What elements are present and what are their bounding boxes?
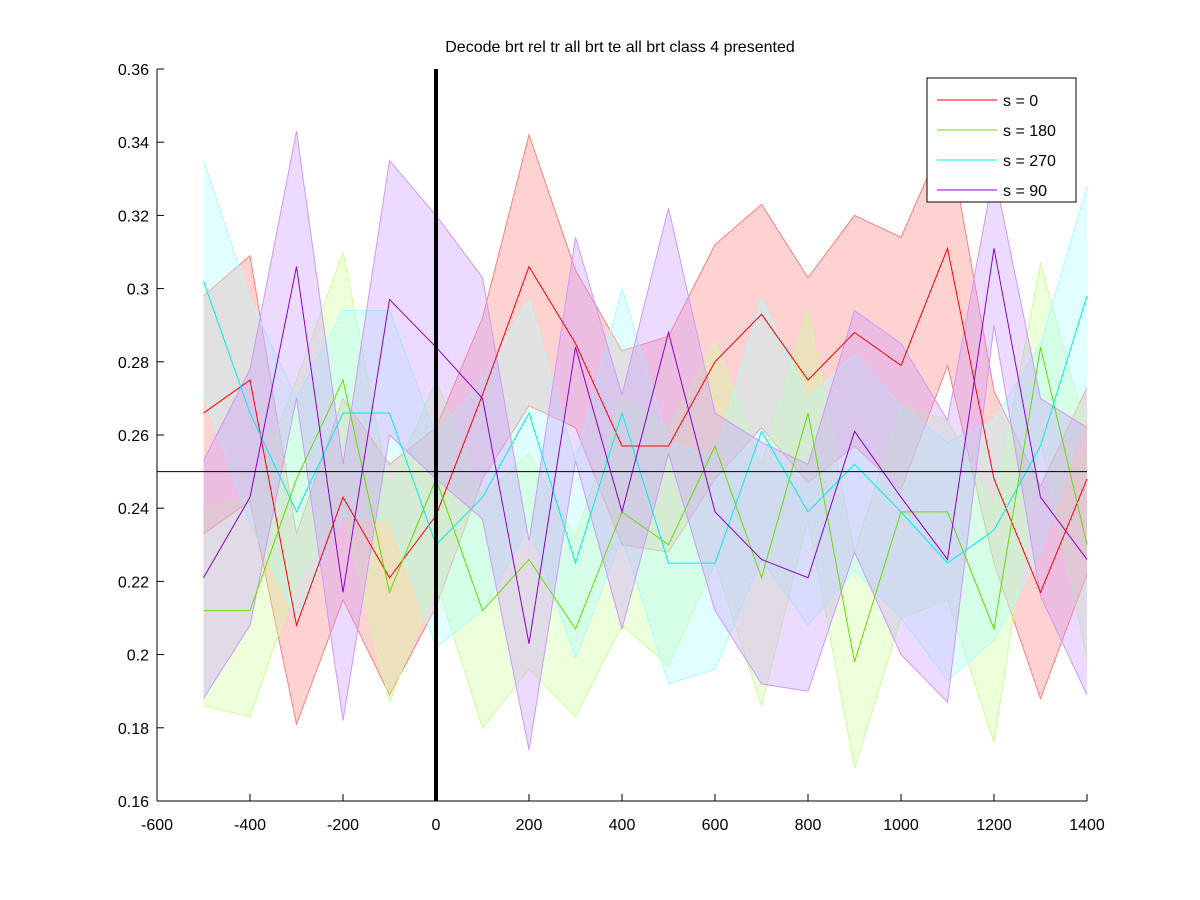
- x-tick-label: 1000: [883, 817, 919, 834]
- x-tick-label: 600: [702, 817, 729, 834]
- y-tick-label: 0.18: [118, 721, 149, 738]
- band-upper-edge-1: [203, 250, 1088, 553]
- y-tick-label: 0.16: [118, 794, 149, 811]
- y-tick-label: 0.22: [118, 574, 149, 591]
- x-tick-label: 800: [795, 817, 822, 834]
- band-series-0: [203, 131, 1087, 725]
- y-tick-label: 0.3: [127, 282, 149, 299]
- y-tick-label: 0.34: [118, 135, 149, 152]
- legend-label-2: s = 270: [1003, 153, 1056, 170]
- x-tick-label: 1200: [976, 817, 1012, 834]
- x-tick-label: 200: [516, 817, 543, 834]
- legend-box: [926, 77, 1077, 203]
- y-tick-label: 0.32: [118, 208, 149, 225]
- legend: s = 0 s = 180 s = 270 s = 90: [926, 77, 1077, 203]
- chart-title: Decode brt rel tr all brt te all brt cla…: [445, 39, 795, 56]
- series-line-2: [203, 281, 1088, 565]
- y-tick-label: 0.24: [118, 501, 149, 518]
- x-tick-label: -400: [234, 817, 266, 834]
- y-tick-label: 0.28: [118, 355, 149, 372]
- legend-label-1: s = 180: [1003, 123, 1056, 140]
- legend-label-3: s = 90: [1003, 183, 1047, 200]
- band-lower-edge-0: [203, 363, 1088, 726]
- x-tick-label: 400: [609, 817, 636, 834]
- series-line-1: [203, 347, 1088, 663]
- axes: -600 -400 -200 0 200 400 600 800 1000 1200 1400 0.1…: [118, 62, 1105, 834]
- band-series-3: [203, 131, 1087, 750]
- band-series-1: [203, 252, 1087, 769]
- legend-label-0: s = 0: [1003, 93, 1038, 110]
- band-upper-edge-2: [203, 160, 1088, 463]
- band-lower-edge-2: [203, 394, 1088, 685]
- x-tick-label: -200: [327, 817, 359, 834]
- y-tick-label: 0.26: [118, 428, 149, 445]
- y-tick-label: 0.36: [118, 62, 149, 79]
- series-line-3: [203, 248, 1088, 644]
- band-lower-edge-3: [203, 325, 1088, 750]
- x-tick-label: -600: [141, 817, 173, 834]
- y-tick-label: 0.2: [127, 648, 149, 665]
- x-tick-label: 0: [432, 817, 441, 834]
- series-line-0: [203, 246, 1088, 628]
- confidence-bands: [203, 129, 1088, 769]
- series-lines: [203, 246, 1088, 663]
- x-tick-label: 1400: [1069, 817, 1105, 834]
- reference-lines: [157, 69, 1087, 801]
